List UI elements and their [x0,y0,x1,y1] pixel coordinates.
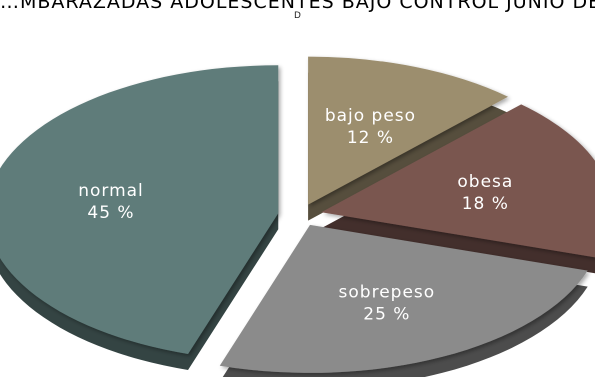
pie-slice-obesa [321,104,595,258]
slice-label-bajo-peso: bajo peso [325,106,416,126]
slice-label-normal: normal [78,181,144,201]
pie-slice-normal [0,65,279,355]
chart-subtitle: D [294,11,301,21]
slice-value-sobrepeso: 25 % [363,304,410,324]
slice-label-obesa: obesa [457,172,513,192]
slice-value-bajo-peso: 12 % [347,128,394,148]
slice-value-normal: 45 % [87,203,134,223]
chart-title: …MBARAZADAS ADOLESCENTES BAJO CONTROL JU… [0,0,595,13]
pie-slice-sobrepeso [219,224,588,373]
slice-value-obesa: 18 % [462,194,509,214]
slice-label-sobrepeso: sobrepeso [339,282,436,302]
pie-slice-bajo-peso [308,56,508,205]
